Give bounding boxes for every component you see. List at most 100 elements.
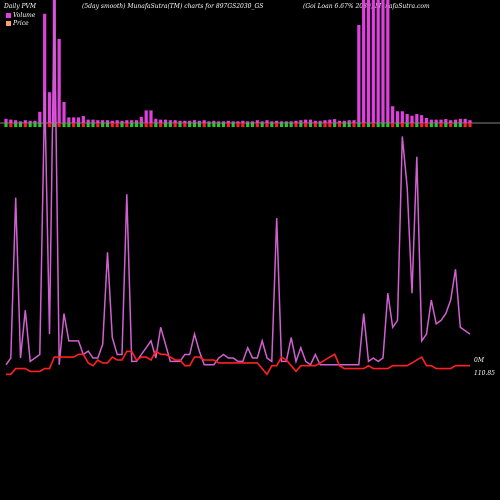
- pvm-down-bar: [463, 123, 467, 127]
- pvm-down-bar: [304, 123, 308, 127]
- chart-header-left: Daily PVM: [4, 3, 37, 10]
- pvm-down-bar: [255, 123, 259, 127]
- volume-bar: [366, 0, 371, 123]
- pvm-down-bar: [47, 123, 52, 127]
- volume-bar: [289, 121, 293, 123]
- pvm-down-bar: [23, 123, 27, 127]
- pvm-down-bar: [183, 123, 187, 127]
- volume-bar: [275, 120, 279, 123]
- pvm-up-bar: [405, 123, 409, 127]
- pvm-up-bar: [415, 123, 419, 127]
- price-line: [6, 350, 470, 376]
- volume-bar: [23, 120, 27, 123]
- pvm-up-bar: [197, 123, 201, 127]
- volume-bar: [299, 120, 303, 123]
- volume-bar: [159, 119, 163, 123]
- volume-bar: [14, 120, 18, 123]
- volume-bar: [444, 119, 448, 123]
- pvm-down-bar: [241, 123, 245, 127]
- volume-bar: [67, 117, 71, 123]
- volume-bar: [410, 115, 414, 123]
- pvm-up-bar: [386, 123, 390, 127]
- volume-bar: [357, 25, 361, 123]
- pvm-up-bar: [347, 123, 351, 127]
- volume-bar: [231, 121, 235, 123]
- pvm-up-bar: [207, 123, 211, 127]
- pvm-up-bar: [279, 123, 284, 127]
- volume-bar: [449, 120, 453, 123]
- volume-bar: [376, 0, 380, 123]
- volume-bar: [391, 106, 395, 123]
- pvm-up-bar: [120, 123, 124, 127]
- volume-bar: [284, 121, 288, 123]
- pvm-down-bar: [236, 123, 240, 127]
- price-scale-label: 110.85: [474, 370, 495, 377]
- pvm-down-bar: [439, 123, 443, 127]
- volume-bars: [4, 0, 472, 123]
- pvm-up-bar: [178, 123, 182, 127]
- volume-bar: [76, 117, 81, 123]
- volume-bar: [463, 118, 467, 123]
- volume-bar: [226, 120, 230, 123]
- volume-bar: [221, 121, 226, 123]
- pvm-up-bar: [4, 123, 8, 127]
- volume-bar: [207, 121, 211, 123]
- pvm-down-bar: [144, 123, 148, 127]
- volume-bar: [265, 120, 269, 123]
- pvm-down-bar: [275, 123, 279, 127]
- volume-bar: [9, 119, 13, 123]
- pvm-up-bar: [434, 123, 438, 127]
- pvm-down-bar: [424, 123, 429, 127]
- volume-bar: [468, 120, 472, 123]
- pvm-up-bar: [101, 123, 105, 127]
- volume-bar: [33, 120, 37, 123]
- volume-bar: [91, 119, 95, 123]
- volume-bar: [28, 120, 32, 123]
- pvm-up-bar: [458, 123, 462, 127]
- volume-bar: [163, 119, 168, 123]
- volume-bar: [47, 92, 52, 123]
- pvm-up-bar: [299, 123, 303, 127]
- volume-bar: [130, 120, 134, 123]
- volume-bar: [328, 119, 332, 123]
- volume-bar: [139, 116, 143, 123]
- volume-bar: [439, 119, 443, 123]
- pvm-up-bar: [333, 123, 337, 127]
- pvm-down-bar: [449, 123, 453, 127]
- pvm-down-bar: [362, 123, 366, 127]
- pvm-up-bar: [76, 123, 81, 127]
- pvm-down-bar: [202, 123, 206, 127]
- pvm-down-bar: [57, 123, 61, 127]
- legend-volume-swatch: [6, 13, 11, 18]
- legend-volume-label: Volume: [13, 12, 36, 19]
- volume-bar: [202, 120, 206, 123]
- volume-bar: [192, 120, 197, 123]
- pvm-up-bar: [52, 123, 56, 127]
- volume-bar: [279, 121, 284, 123]
- volume-bar: [362, 0, 366, 123]
- pvm-down-bar: [313, 123, 317, 127]
- pvm-down-bar: [328, 123, 332, 127]
- volume-bar: [308, 119, 313, 123]
- pvm-up-bar: [62, 123, 66, 127]
- pvm-up-bar: [260, 123, 264, 127]
- volume-bar: [424, 117, 429, 123]
- pvm-up-bar: [86, 123, 90, 127]
- volume-bar: [400, 111, 404, 123]
- volume-bar: [154, 118, 158, 123]
- pvm-up-bar: [376, 123, 380, 127]
- legend-price: Price: [6, 20, 29, 27]
- volume-bar: [313, 120, 317, 123]
- volume-bar: [62, 102, 66, 123]
- volume-bar: [294, 120, 298, 123]
- volume-bar: [318, 120, 322, 123]
- pvm-up-bar: [318, 123, 322, 127]
- pvm-bars: [4, 123, 472, 127]
- pvm-up-bar: [67, 123, 71, 127]
- volume-bar: [188, 120, 192, 123]
- pvm-down-bar: [96, 123, 100, 127]
- pvm-down-bar: [323, 123, 327, 127]
- pvm-down-bar: [115, 123, 119, 127]
- pvm-up-bar: [270, 123, 274, 127]
- volume-bar: [381, 0, 385, 123]
